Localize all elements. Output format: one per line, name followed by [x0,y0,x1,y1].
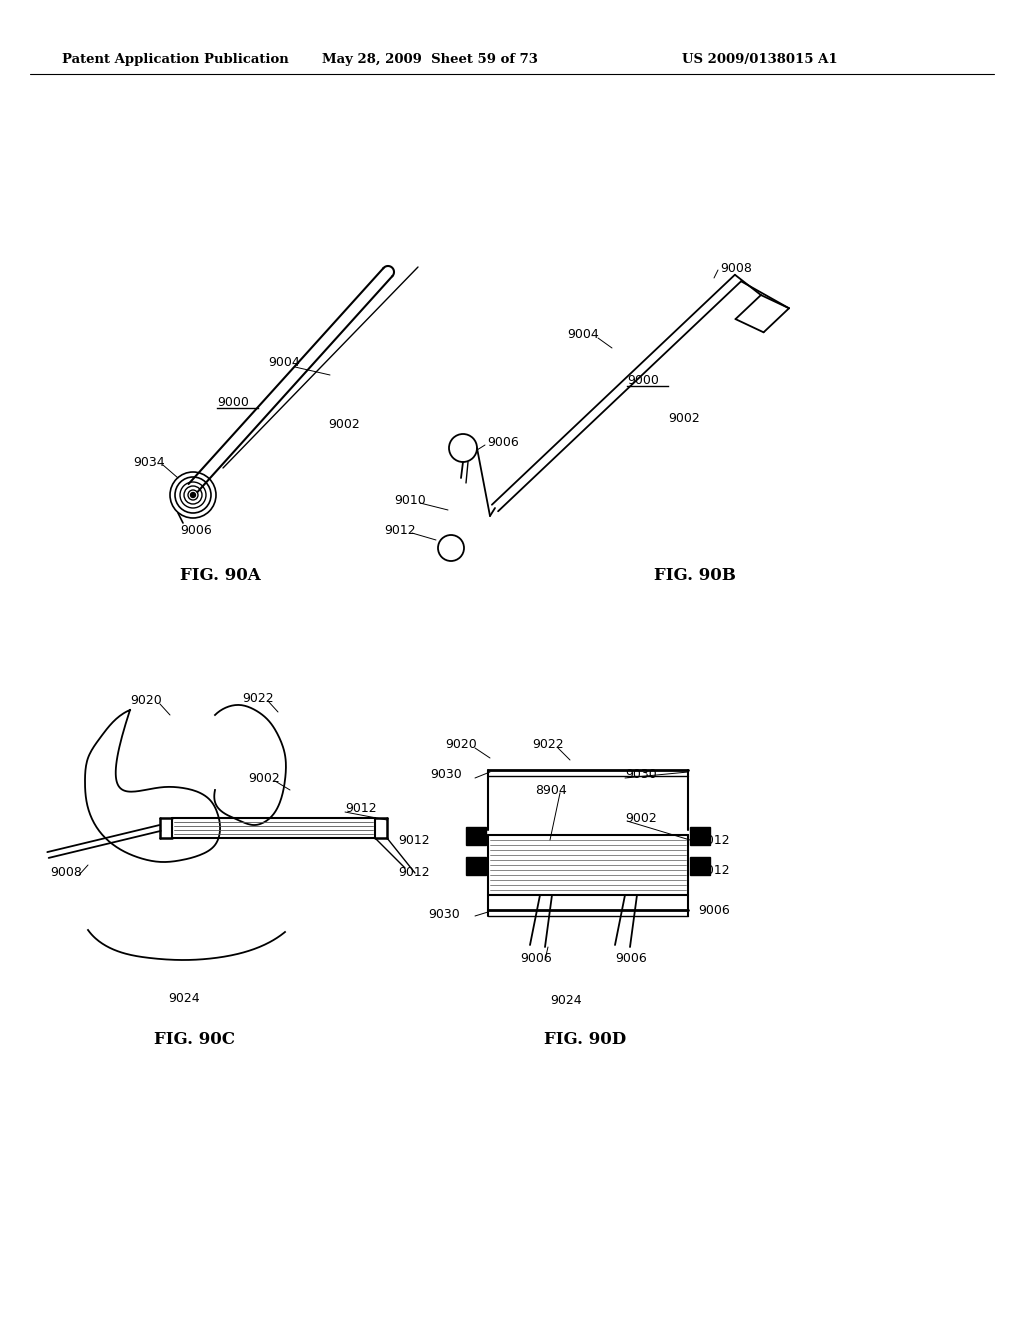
Text: 9012: 9012 [398,833,430,846]
Text: 9034: 9034 [133,455,165,469]
Text: 9020: 9020 [445,738,477,751]
Text: 9002: 9002 [328,418,359,432]
Text: 9010: 9010 [394,494,426,507]
Text: 9000: 9000 [627,374,658,387]
Text: 9012: 9012 [698,863,730,876]
Text: 9008: 9008 [720,261,752,275]
Text: 9004: 9004 [268,356,300,370]
Text: 9006: 9006 [520,952,552,965]
Text: 9004: 9004 [567,329,599,342]
Text: 9030: 9030 [625,768,656,781]
Text: 9012: 9012 [345,801,377,814]
Text: 9030: 9030 [428,908,460,921]
Bar [466,828,486,845]
Text: Patent Application Publication: Patent Application Publication [61,54,289,66]
Text: 9024: 9024 [168,991,200,1005]
Text: 9006: 9006 [487,437,519,450]
Text: 9000: 9000 [217,396,249,408]
Text: 9002: 9002 [668,412,699,425]
Text: 8904: 8904 [535,784,566,796]
Text: US 2009/0138015 A1: US 2009/0138015 A1 [682,54,838,66]
Text: 9022: 9022 [242,692,273,705]
Text: 9008: 9008 [50,866,82,879]
Bar [466,857,486,875]
Text: FIG. 90A: FIG. 90A [179,566,260,583]
Text: 9012: 9012 [698,833,730,846]
Text: 9002: 9002 [248,771,280,784]
Bar [690,857,710,875]
Text: 9012: 9012 [384,524,416,536]
Text: FIG. 90C: FIG. 90C [155,1031,236,1048]
Text: FIG. 90D: FIG. 90D [544,1031,626,1048]
Text: 9024: 9024 [550,994,582,1006]
Circle shape [190,492,196,498]
Text: 9030: 9030 [430,768,462,781]
Bar [690,828,710,845]
Text: FIG. 90B: FIG. 90B [654,566,736,583]
Text: 9012: 9012 [398,866,430,879]
Text: 9006: 9006 [180,524,212,536]
Text: 9002: 9002 [625,812,656,825]
Text: 9006: 9006 [615,952,647,965]
Text: May 28, 2009  Sheet 59 of 73: May 28, 2009 Sheet 59 of 73 [323,54,538,66]
Text: 9020: 9020 [130,693,162,706]
Text: 9022: 9022 [532,738,563,751]
Text: 9006: 9006 [698,903,730,916]
